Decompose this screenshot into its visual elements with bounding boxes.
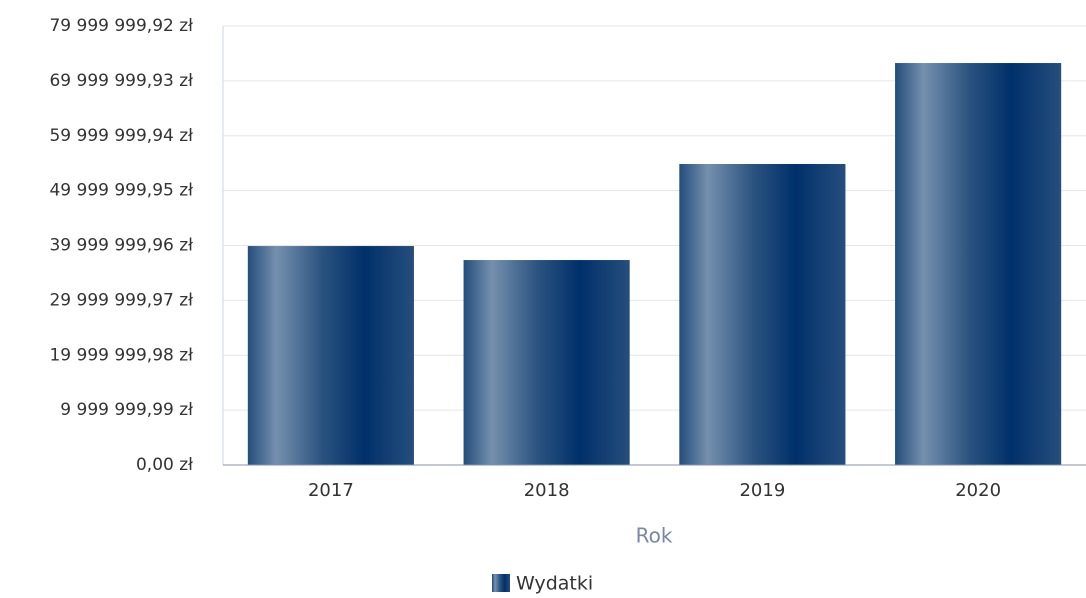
x-axis-label: Rok [636, 524, 673, 548]
y-tick-label: 9 999 999,99 zł [60, 400, 193, 420]
y-tick-label: 39 999 999,96 zł [49, 236, 193, 256]
x-tick-label: 2019 [739, 480, 785, 501]
y-tick-label: 29 999 999,97 zł [49, 290, 193, 310]
bar [463, 260, 630, 465]
x-tick-label: 2020 [955, 480, 1001, 501]
y-tick-label: 59 999 999,94 zł [49, 126, 193, 146]
bar [679, 164, 846, 465]
y-tick-label: 79 999 999,92 zł [49, 16, 193, 36]
bar [247, 246, 414, 465]
x-tick-label: 2018 [524, 480, 570, 501]
y-tick-label: 0,00 zł [136, 455, 193, 475]
bar [895, 63, 1062, 466]
legend-swatch [492, 574, 510, 592]
legend-label: Wydatki [516, 573, 593, 595]
y-tick-label: 49 999 999,95 zł [49, 181, 193, 201]
y-tick-label: 19 999 999,98 zł [49, 345, 193, 365]
x-tick-label: 2017 [308, 480, 354, 501]
y-tick-label: 69 999 999,93 zł [49, 71, 193, 91]
